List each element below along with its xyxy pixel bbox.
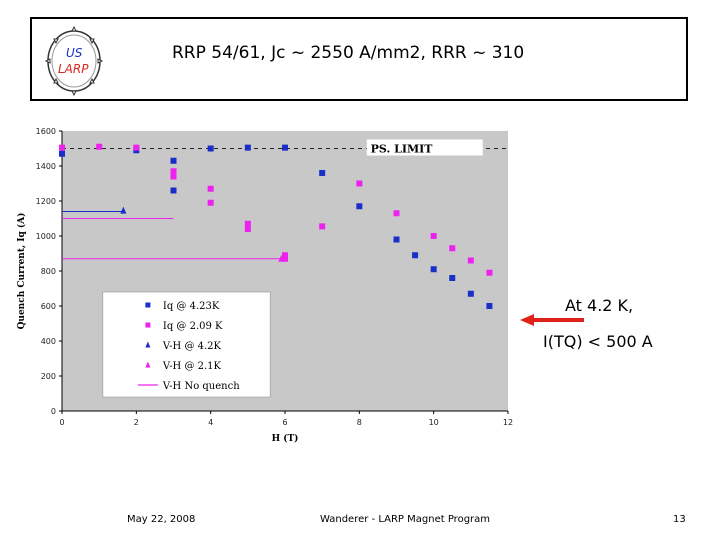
- data-point-series-0: [59, 150, 65, 157]
- x-tick-label: 2: [134, 418, 139, 427]
- data-point-series-1: [319, 223, 326, 230]
- legend-label-0: Iq @ 4.23K: [163, 301, 220, 312]
- data-point-series-1: [207, 185, 214, 192]
- footer-date: May 22, 2008: [127, 514, 196, 525]
- logo-text-larp: LARP: [58, 62, 89, 76]
- data-point-series-0: [319, 170, 326, 176]
- logo-graphic: US LARP: [44, 25, 104, 97]
- data-point-series-1: [486, 269, 493, 276]
- y-tick-label: 600: [41, 302, 56, 311]
- data-point-series-3: [278, 254, 285, 262]
- legend-marker-2: [145, 341, 151, 348]
- data-point-series-1: [96, 143, 103, 150]
- data-point-series-1: [170, 168, 177, 175]
- data-point-series-0: [170, 187, 177, 194]
- data-point-series-0: [282, 144, 288, 151]
- quench-current-chart: 0 200 400 600 800 1000 1200 1400 1600 0 2 4 6 8 10 12 P…: [16, 127, 513, 444]
- data-point-series-1: [449, 245, 456, 252]
- y-tick-label: 0: [51, 407, 56, 416]
- data-point-series-0: [393, 236, 400, 243]
- data-point-series-1: [467, 257, 474, 264]
- data-point-series-1: [430, 233, 437, 239]
- data-point-series-1: [207, 199, 214, 206]
- red-arrow-icon: [520, 314, 584, 326]
- title-box: US LARP RRP 54/61, Jc ~ 2550 A/mm2, RRR …: [30, 17, 688, 101]
- axes: 0 200 400 600 800 1000 1200 1400 1600 0 2 4 6 8 10 12: [36, 127, 513, 427]
- data-point-series-0: [449, 275, 456, 281]
- legend-box: [102, 291, 271, 398]
- annotation-line-2: I(TQ) < 500 A: [543, 332, 653, 351]
- data-point-series-0: [170, 157, 177, 164]
- x-tick-label: 10: [429, 418, 439, 427]
- ps-limit-label: PS. LIMIT: [371, 143, 434, 156]
- page-number: 13: [673, 514, 686, 525]
- x-tick-label: 8: [357, 418, 362, 427]
- x-axis-label: H (T): [272, 433, 299, 444]
- ps-limit-label-box: [366, 139, 483, 156]
- x-tick-label: 6: [282, 418, 287, 427]
- us-larp-logo: US LARP: [42, 25, 106, 97]
- annotation: At 4.2 K, I(TQ) < 500 A: [520, 296, 710, 366]
- y-tick-label: 1000: [36, 232, 56, 241]
- legend-marker-0: [145, 302, 151, 308]
- x-tick-label: 12: [503, 418, 513, 427]
- data-point-series-0: [244, 144, 251, 151]
- data-point-series-0: [467, 290, 474, 297]
- y-tick-label: 800: [41, 267, 56, 276]
- legend-marker-1: [145, 322, 151, 328]
- data-point-series-1: [244, 220, 251, 227]
- legend-label-4: V-H No quench: [162, 381, 240, 392]
- annotation-line-1: At 4.2 K,: [565, 296, 634, 315]
- data-point-series-1: [244, 226, 251, 232]
- legend-label-3: V-H @ 2.1K: [162, 361, 222, 372]
- legend-label-2: V-H @ 4.2K: [162, 341, 222, 352]
- data-point-series-0: [207, 145, 214, 152]
- data-point-series-1: [282, 252, 288, 259]
- legend: Iq @ 4.23K Iq @ 2.09 K V-H @ 4.2K V-H @ 2.1…: [102, 291, 271, 398]
- data-point-series-1: [170, 173, 177, 180]
- x-tick-label: 0: [59, 418, 64, 427]
- data-point-series-1: [133, 144, 140, 151]
- y-tick-label: 200: [41, 372, 56, 381]
- logo-text-us: US: [66, 46, 83, 60]
- legend-marker-3: [145, 361, 151, 368]
- data-point-series-1: [393, 210, 400, 217]
- series-lines: [62, 211, 282, 260]
- x-tick-label: 4: [208, 418, 213, 427]
- data-point-series-1: [59, 144, 65, 151]
- y-tick-label: 1400: [36, 162, 56, 171]
- y-axis-label: Quench Current, Iq (A): [16, 213, 27, 330]
- data-point-series-1: [356, 180, 363, 187]
- y-tick-label: 1600: [36, 127, 56, 136]
- data-point-series-0: [412, 252, 419, 259]
- data-point-series-0: [486, 303, 493, 309]
- data-point-series-1: [282, 255, 288, 262]
- data-point-series-0: [356, 203, 363, 210]
- data-marks: [59, 143, 493, 309]
- slide-title: RRP 54/61, Jc ~ 2550 A/mm2, RRR ~ 310: [172, 43, 525, 63]
- data-point-series-2: [120, 206, 127, 214]
- y-tick-label: 400: [41, 337, 56, 346]
- data-point-series-0: [430, 266, 437, 273]
- footer-presenter: Wanderer - LARP Magnet Program: [320, 514, 491, 525]
- y-tick-label: 1200: [36, 197, 56, 206]
- reference-line: PS. LIMIT: [62, 139, 508, 156]
- legend-label-1: Iq @ 2.09 K: [163, 321, 223, 332]
